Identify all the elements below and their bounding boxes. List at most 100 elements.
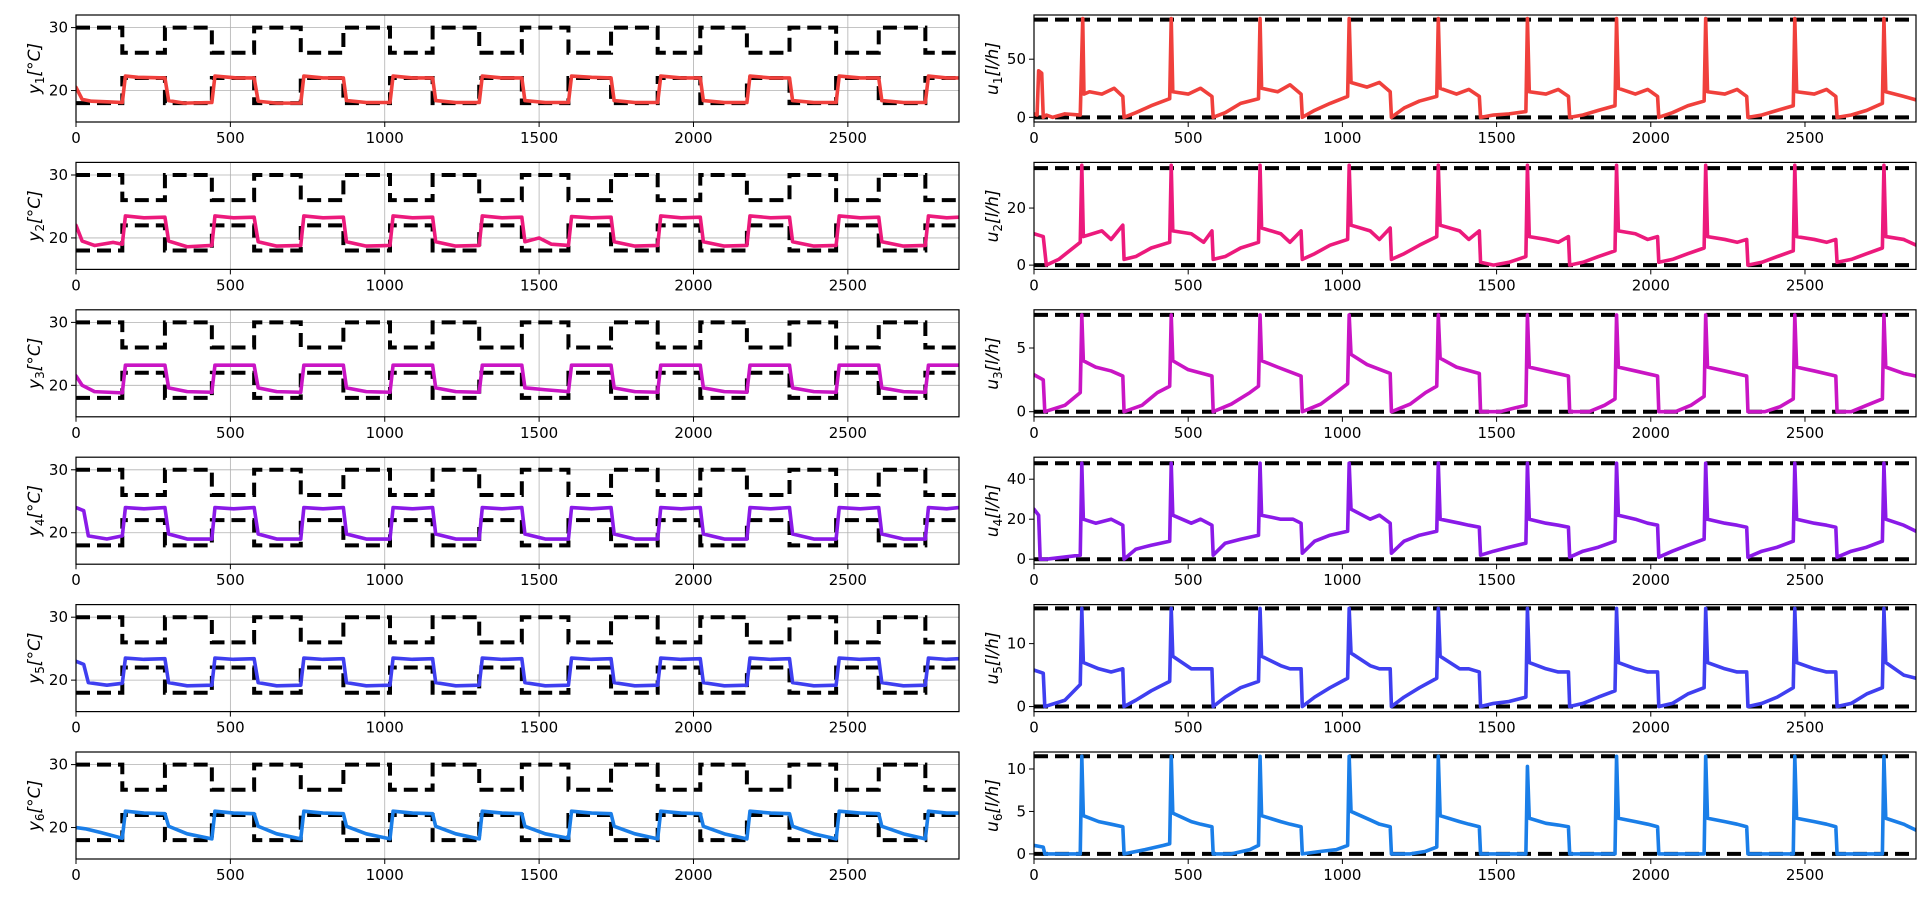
panel-u4-axes-frame bbox=[1033, 456, 1917, 565]
panel-y1-series-line bbox=[76, 74, 959, 105]
panel-u4-ytick-label-40: 40 bbox=[1007, 470, 1026, 488]
panel-y4-xtick-label-500: 500 bbox=[216, 571, 245, 589]
panel-y6-upper-bound bbox=[76, 762, 959, 792]
panel-u2-ylabel: u2[l/h] bbox=[983, 189, 1005, 242]
panel-u6-ytick-label-5: 5 bbox=[1016, 802, 1026, 820]
panel-u2-xtick-label-1000: 1000 bbox=[1323, 276, 1361, 294]
panel-y6-xtick-label-2000: 2000 bbox=[674, 866, 712, 884]
panel-y6-xtick-label-2500: 2500 bbox=[829, 866, 867, 884]
panel-y2-ytick-label-30: 30 bbox=[49, 166, 68, 184]
panel-u3-xtick-label-2500: 2500 bbox=[1786, 424, 1824, 442]
panel-y4-axes-frame bbox=[75, 456, 960, 565]
panel-y5-xtick-label-1500: 1500 bbox=[520, 719, 558, 737]
panel-y3-axes-frame bbox=[75, 309, 960, 418]
panel-u3-ytick-label-5: 5 bbox=[1016, 339, 1026, 357]
panel-y4-ytick-label-30: 30 bbox=[49, 461, 68, 479]
panel-u1-axes-frame bbox=[1033, 14, 1917, 123]
panel-u2-xtick-label-500: 500 bbox=[1174, 276, 1203, 294]
panel-u4-ylabel: u4[l/h] bbox=[983, 484, 1005, 537]
panel-y4-xtick-label-1500: 1500 bbox=[520, 571, 558, 589]
panel-y4-xtick-label-2500: 2500 bbox=[829, 571, 867, 589]
panel-u6-xtick-label-1000: 1000 bbox=[1323, 866, 1361, 884]
panel-y1-ytick-label-20: 20 bbox=[49, 82, 68, 100]
panel-y1-ytick-label-30: 30 bbox=[49, 19, 68, 37]
panel-u4-xtick-label-500: 500 bbox=[1174, 571, 1203, 589]
panel-u5-xtick-label-0: 0 bbox=[1029, 719, 1039, 737]
panel-y3-lower-bound bbox=[76, 370, 959, 400]
panel-u4-xtick-label-0: 0 bbox=[1029, 571, 1039, 589]
panel-y2-xtick-label-1000: 1000 bbox=[366, 276, 404, 294]
panel-u5-xtick-label-1500: 1500 bbox=[1477, 719, 1515, 737]
panel-u3-ylabel: u3[l/h] bbox=[983, 337, 1005, 390]
panel-y3-xtick-label-0: 0 bbox=[71, 424, 81, 442]
panel-y6-xtick-label-500: 500 bbox=[216, 866, 245, 884]
panel-u2-ytick-label-0: 0 bbox=[1016, 256, 1026, 274]
panel-y2-series-line bbox=[76, 214, 959, 249]
panel-u3-axes-frame bbox=[1033, 309, 1917, 418]
panel-u3-xtick-label-2000: 2000 bbox=[1632, 424, 1670, 442]
panel-y1-upper-bound bbox=[76, 25, 959, 55]
panel-u2-xtick-label-2500: 2500 bbox=[1786, 276, 1824, 294]
panel-u6-xtick-label-2000: 2000 bbox=[1632, 866, 1670, 884]
panel-u3-xtick-label-1000: 1000 bbox=[1323, 424, 1361, 442]
panel-u1-ylabel: u1[l/h] bbox=[983, 42, 1005, 95]
panel-y6-axes-frame bbox=[75, 751, 960, 860]
panel-y3-xtick-label-2500: 2500 bbox=[829, 424, 867, 442]
panel-y5-lower-bound bbox=[76, 665, 959, 695]
panel-y4-upper-bound bbox=[76, 467, 959, 497]
panel-u6-xtick-label-2500: 2500 bbox=[1786, 866, 1824, 884]
panel-u3-ytick-label-0: 0 bbox=[1016, 403, 1026, 421]
panel-y4-ytick-label-20: 20 bbox=[49, 524, 68, 542]
panel-u3-series-line bbox=[1034, 313, 1916, 414]
panel-y5-xtick-label-2500: 2500 bbox=[829, 719, 867, 737]
panel-y4-xtick-label-1000: 1000 bbox=[366, 571, 404, 589]
panel-u5-axes-frame bbox=[1033, 603, 1917, 713]
panel-u6-xtick-label-1500: 1500 bbox=[1477, 866, 1515, 884]
panel-u4-ytick-label-0: 0 bbox=[1016, 550, 1026, 568]
panel-y4-ylabel: y4[°C] bbox=[25, 485, 47, 537]
panel-u1-ytick-label-0: 0 bbox=[1016, 108, 1026, 126]
panel-u5-ytick-label-10: 10 bbox=[1007, 635, 1026, 653]
panel-y5-upper-bound bbox=[76, 615, 959, 645]
panel-y5-xtick-label-1000: 1000 bbox=[366, 719, 404, 737]
panel-y5-xtick-label-0: 0 bbox=[71, 719, 81, 737]
panel-y5-xtick-label-500: 500 bbox=[216, 719, 245, 737]
panel-u5-xtick-label-1000: 1000 bbox=[1323, 719, 1361, 737]
panel-u4-xtick-label-2500: 2500 bbox=[1786, 571, 1824, 589]
panel-u3-xtick-label-500: 500 bbox=[1174, 424, 1203, 442]
panel-u2-series-line bbox=[1034, 163, 1916, 267]
panel-u2-xtick-label-1500: 1500 bbox=[1477, 276, 1515, 294]
panel-u1-xtick-label-2500: 2500 bbox=[1786, 129, 1824, 147]
panel-u1-xtick-label-1000: 1000 bbox=[1323, 129, 1361, 147]
panel-u6-series-line bbox=[1034, 754, 1916, 856]
panel-y6-xtick-label-1500: 1500 bbox=[520, 866, 558, 884]
panel-u3-xtick-label-1500: 1500 bbox=[1477, 424, 1515, 442]
panel-y4-lower-bound bbox=[76, 518, 959, 548]
panel-u5-ylabel: u5[l/h] bbox=[983, 632, 1005, 685]
panel-y6-ytick-label-30: 30 bbox=[49, 756, 68, 774]
panel-u4-xtick-label-1000: 1000 bbox=[1323, 571, 1361, 589]
panel-y3-series-line bbox=[76, 363, 959, 395]
panel-y1-xtick-label-500: 500 bbox=[216, 129, 245, 147]
panel-y5-series-line bbox=[76, 656, 959, 688]
panel-y3-xtick-label-2000: 2000 bbox=[674, 424, 712, 442]
panel-y6-lower-bound bbox=[76, 812, 959, 843]
panel-u4-xtick-label-1500: 1500 bbox=[1477, 571, 1515, 589]
panel-u5-ytick-label-0: 0 bbox=[1016, 698, 1026, 716]
panel-u1-xtick-label-500: 500 bbox=[1174, 129, 1203, 147]
panel-y4-xtick-label-2000: 2000 bbox=[674, 571, 712, 589]
panel-y2-axes-frame bbox=[75, 161, 960, 270]
panel-y3-upper-bound bbox=[76, 320, 959, 350]
panel-y5-ytick-label-30: 30 bbox=[49, 608, 68, 626]
panel-y4-xtick-label-0: 0 bbox=[71, 571, 81, 589]
panel-u6-xtick-label-500: 500 bbox=[1174, 866, 1203, 884]
